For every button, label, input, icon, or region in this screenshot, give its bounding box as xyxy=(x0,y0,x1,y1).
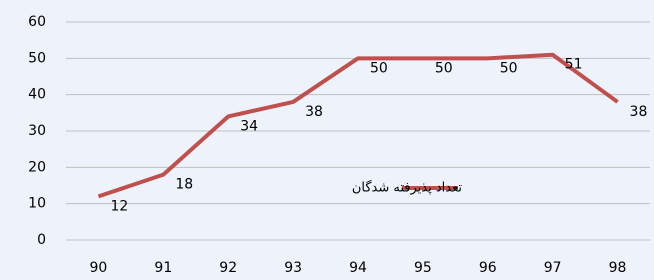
y-tick-label: 20 xyxy=(28,159,46,175)
data-label: 50 xyxy=(500,60,518,76)
y-tick-label: 60 xyxy=(28,14,46,30)
x-tick-label: 98 xyxy=(609,260,627,276)
data-label: 50 xyxy=(435,60,453,76)
x-tick-label: 93 xyxy=(284,260,302,276)
x-tick-label: 97 xyxy=(544,260,562,276)
x-tick-label: 95 xyxy=(414,260,432,276)
x-tick-label: 91 xyxy=(154,260,172,276)
data-label: 34 xyxy=(240,118,258,134)
data-label: 51 xyxy=(565,57,583,73)
data-label: 12 xyxy=(110,198,128,214)
x-tick-label: 96 xyxy=(479,260,497,276)
y-tick-label: 40 xyxy=(28,87,46,103)
y-tick-label: 10 xyxy=(28,196,46,212)
y-tick-label: 50 xyxy=(28,50,46,66)
y-tick-label: 0 xyxy=(37,232,46,248)
background xyxy=(0,0,654,280)
x-tick-label: 94 xyxy=(349,260,367,276)
data-label: 50 xyxy=(370,60,388,76)
chart: 0 10 20 30 40 50 60 90 91 92 93 94 95 96 97 98 12 18 34 38 5… xyxy=(0,0,654,280)
y-tick-label: 30 xyxy=(28,123,46,139)
data-label: 18 xyxy=(175,177,193,193)
data-label: 38 xyxy=(630,104,648,120)
legend-label: تعداد پذیرفته شدگان xyxy=(352,180,463,196)
data-label: 38 xyxy=(305,104,323,120)
x-tick-label: 92 xyxy=(219,260,237,276)
x-tick-label: 90 xyxy=(90,260,108,276)
